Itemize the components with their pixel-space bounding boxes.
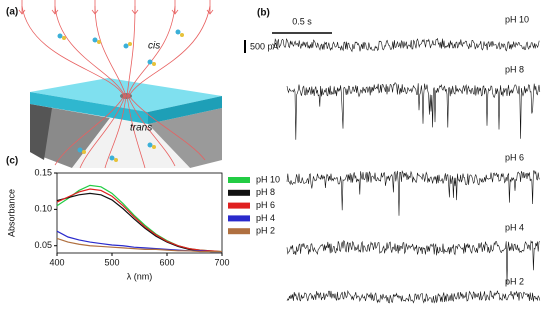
x-axis-label: λ (nm) [127,271,153,281]
slab-front [30,92,148,124]
pore-opening [72,118,190,168]
trans-label: trans [130,123,152,134]
x-tick-label: 600 [159,257,174,267]
x-tick-label: 500 [104,257,119,267]
absorbance-chart: 400 500 600 700 0.05 0.10 0.15 λ (nm) Absorbance… [6,167,280,281]
slab-side [148,96,222,124]
current-trace [286,239,540,285]
series-line [56,188,223,253]
y-tick-label: 0.15 [34,167,52,177]
current-trace [286,289,541,304]
streamlines [18,0,214,169]
trace-label: pH 2 [505,276,524,286]
legend-label: pH 4 [256,213,275,223]
x-tick-label: 400 [49,257,64,267]
legend-swatch [228,202,250,209]
cis-label: cis [148,41,160,52]
panel-label: (c) [6,156,18,167]
current-trace [286,170,540,216]
plot-frame [56,172,223,254]
y-tick-label: 0.10 [34,204,52,214]
legend-swatch [228,189,250,196]
panel-label: (b) [257,8,270,19]
y-tick-label: 0.05 [34,240,52,250]
trace-label: pH 6 [505,152,524,162]
legend-swatch [228,215,250,222]
series-line [56,192,222,253]
series-line [56,237,222,253]
traces: pH 10 pH 8 pH 6 pH 4 pH 2 [271,14,541,304]
legend-label: pH 2 [256,226,275,236]
trace-label: pH 8 [505,64,524,74]
legend-label: pH 8 [256,187,275,197]
molecules [57,29,184,162]
legend-label: pH 10 [256,174,280,184]
membrane-right [148,108,222,168]
current-scale-label: 500 pA [250,41,279,51]
current-trace [286,82,541,140]
time-scale-label: 0.5 s [292,16,312,26]
current-trace [271,37,540,53]
legend-swatch [228,228,250,235]
legend-label: pH 6 [256,200,275,210]
y-axis-label: Absorbance [6,189,16,237]
nanopore-diagram [18,0,222,169]
trace-label: pH 10 [505,14,529,24]
x-tick-label: 700 [214,257,229,267]
series-line [56,184,223,253]
legend-swatch [228,177,250,183]
trace-label: pH 4 [505,222,524,232]
panel-label: (a) [6,7,18,18]
membrane-shade [30,104,52,160]
